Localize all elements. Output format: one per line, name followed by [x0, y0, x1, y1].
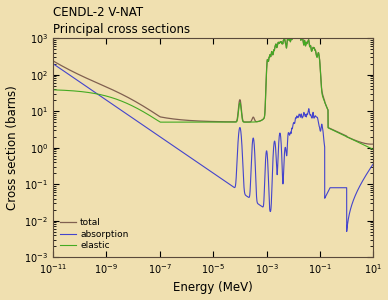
- total: [51, 59, 55, 63]
- absorption: [371, 162, 376, 166]
- X-axis label: Energy (MeV): Energy (MeV): [173, 281, 253, 294]
- total: [288, 40, 293, 43]
- elastic: [371, 148, 376, 151]
- total: [369, 142, 374, 146]
- absorption: [51, 62, 55, 65]
- total: [166, 117, 171, 120]
- Line: absorption: absorption: [53, 64, 373, 231]
- elastic: [67, 89, 71, 92]
- absorption: [166, 141, 171, 145]
- Text: CENDL-2 V-NAT
Principal cross sections: CENDL-2 V-NAT Principal cross sections: [53, 6, 190, 36]
- absorption: [254, 195, 259, 198]
- Legend: total, absorption, elastic: total, absorption, elastic: [57, 216, 131, 253]
- absorption: [240, 156, 245, 160]
- total: [254, 120, 259, 124]
- elastic: [291, 30, 296, 34]
- total: [305, 40, 310, 44]
- Y-axis label: Cross section (barns): Cross section (barns): [5, 85, 19, 210]
- elastic: [305, 40, 310, 44]
- total: [291, 30, 296, 33]
- Line: total: total: [53, 32, 373, 144]
- elastic: [240, 119, 245, 122]
- elastic: [254, 120, 259, 124]
- Line: elastic: elastic: [53, 32, 373, 149]
- elastic: [288, 40, 293, 43]
- total: [67, 68, 71, 71]
- absorption: [67, 73, 71, 76]
- absorption: [305, 112, 310, 116]
- absorption: [288, 130, 293, 134]
- absorption: [345, 230, 349, 233]
- total: [371, 142, 376, 146]
- elastic: [166, 120, 171, 124]
- elastic: [51, 88, 55, 92]
- total: [240, 117, 245, 121]
